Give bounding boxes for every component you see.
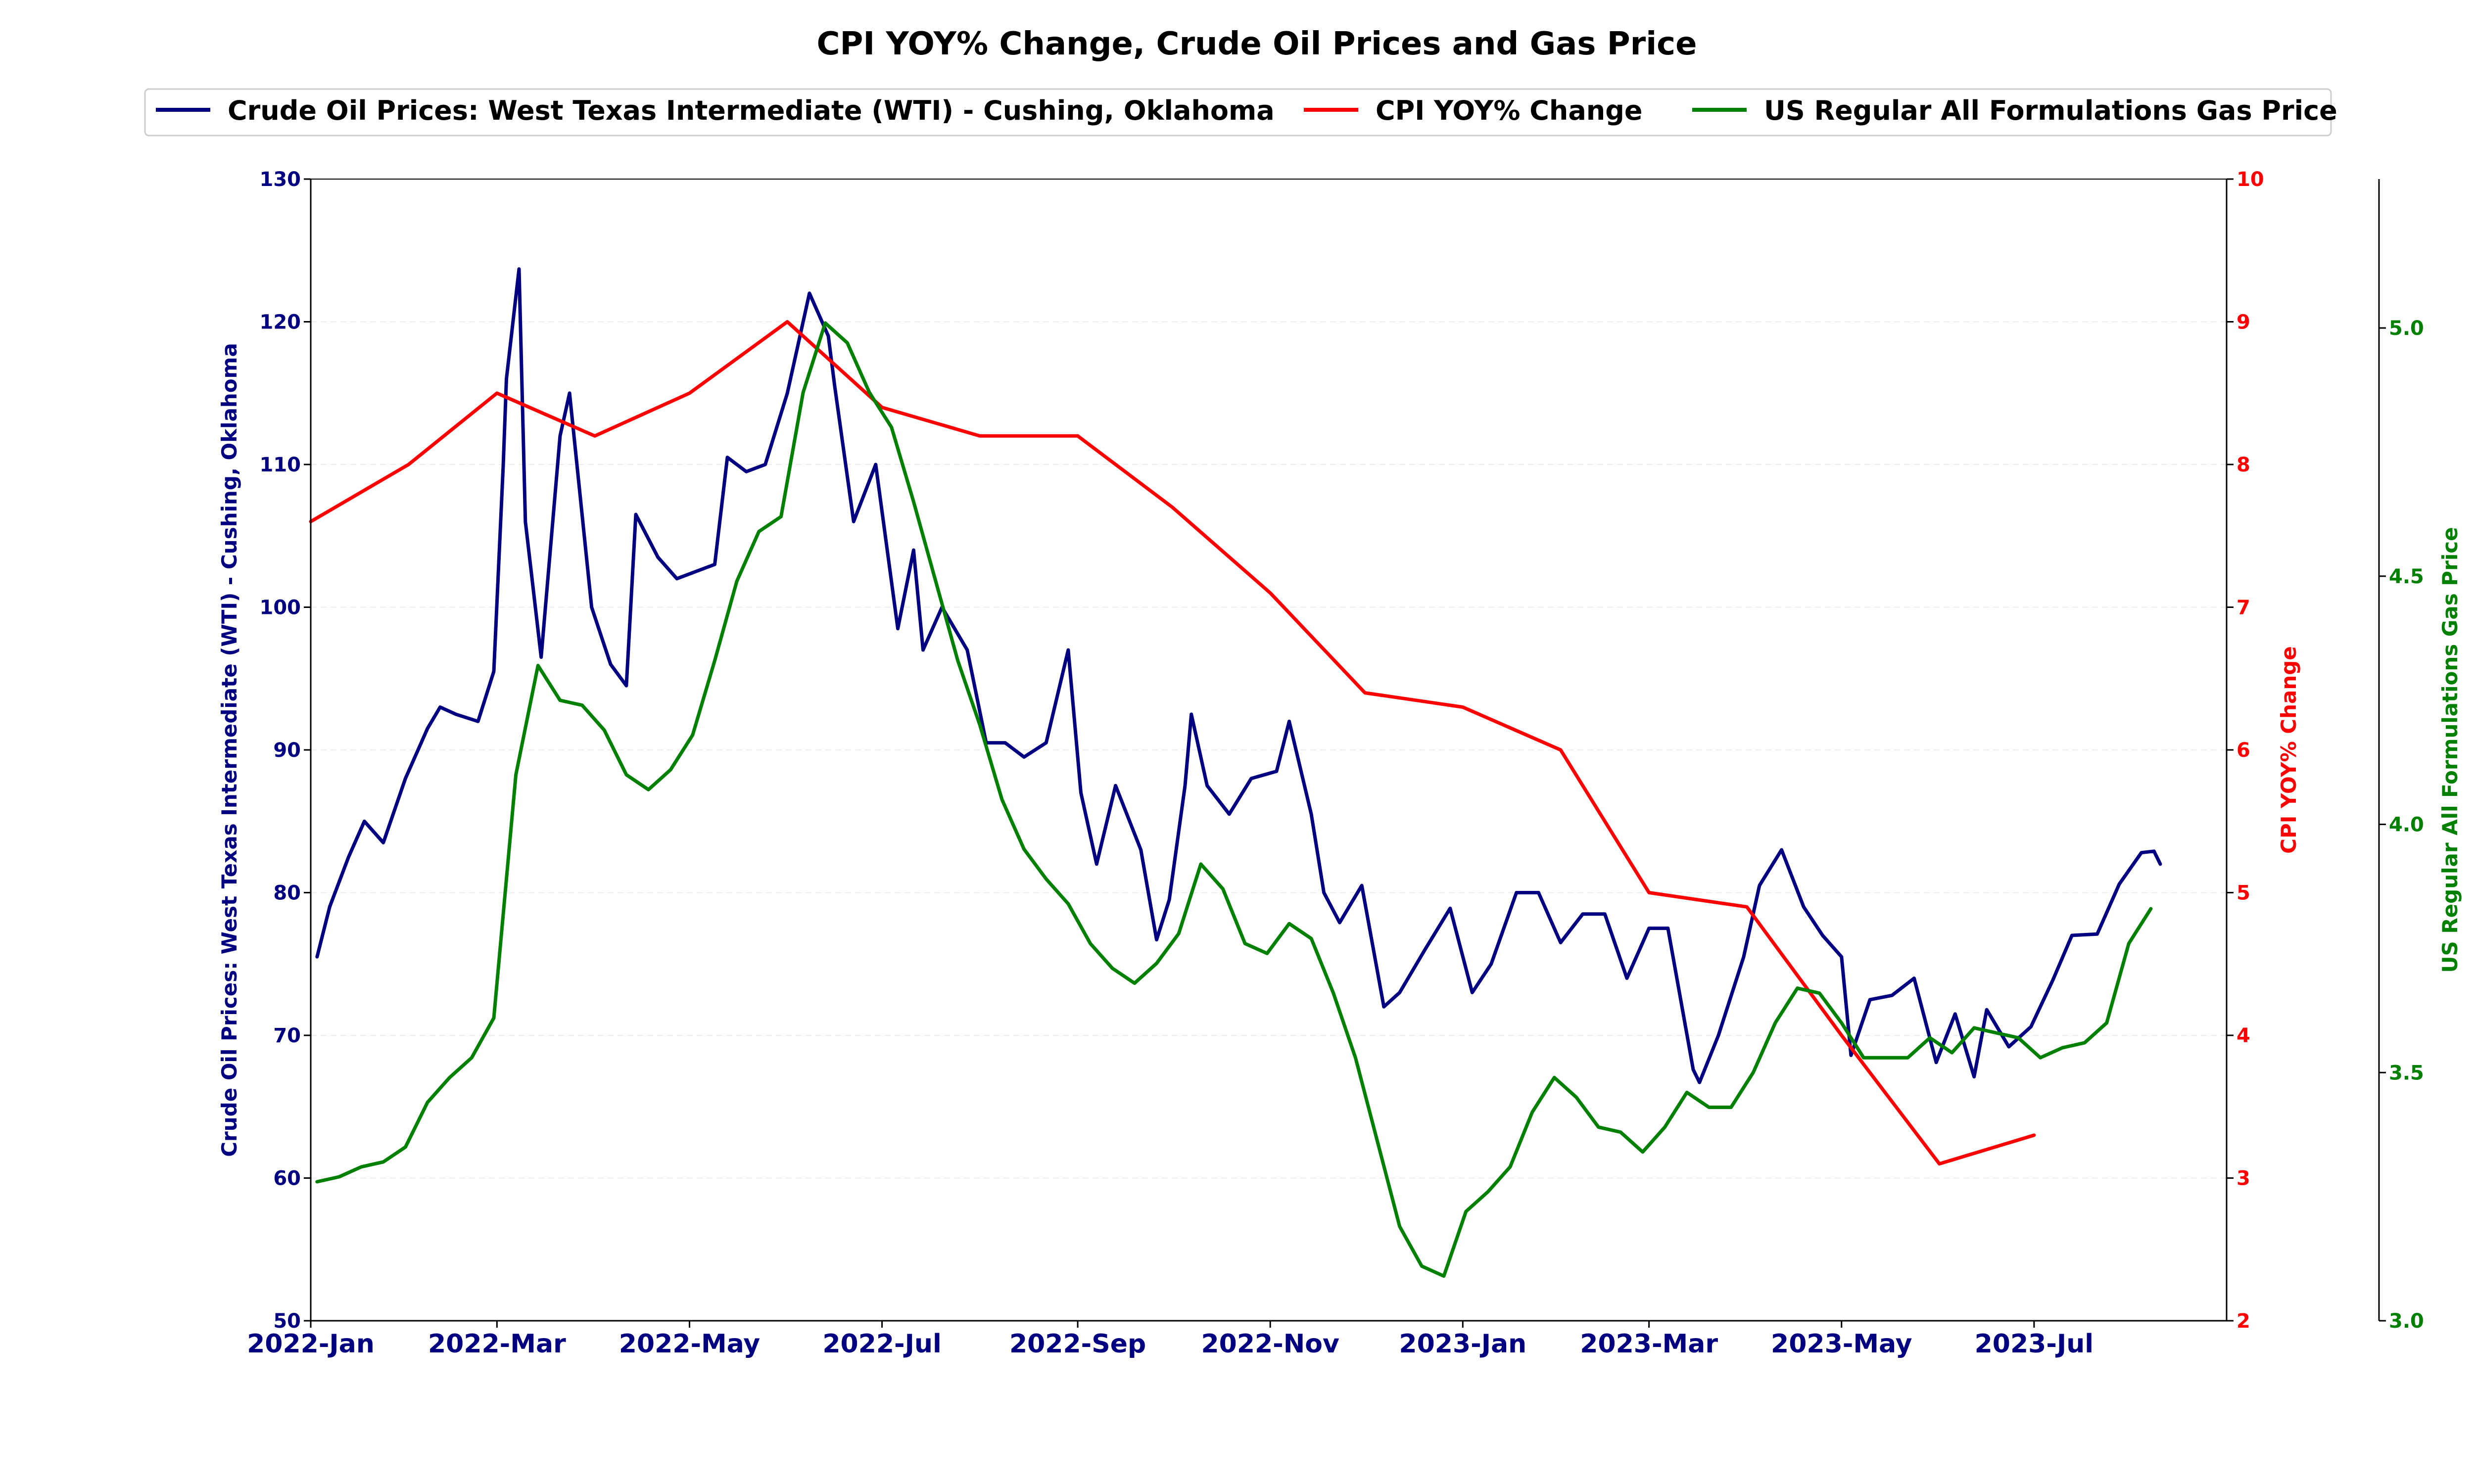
- legend-label-wti: Crude Oil Prices: West Texas Intermediat…: [228, 95, 1275, 126]
- x-tick-label: 2023-Jan: [1399, 1329, 1526, 1359]
- legend-label-cpi: CPI YOY% Change: [1376, 95, 1643, 126]
- cpi-tick-label: 8: [2236, 454, 2250, 476]
- wti-tick-label: 100: [260, 597, 301, 619]
- gas-tick-label: 3.5: [2389, 1062, 2424, 1084]
- cpi-tick-label: 4: [2236, 1024, 2250, 1047]
- cpi-tick-label: 10: [2236, 168, 2264, 191]
- cpi-axis-label: CPI YOY% Change: [2277, 646, 2301, 854]
- gas-line: [315, 321, 2153, 1278]
- x-axis-ticks: 2022-Jan 2022-Mar 2022-May 2022-Jul 2022-Sep…: [247, 1321, 2093, 1359]
- x-tick-label: 2022-Mar: [428, 1329, 566, 1359]
- cpi-tick-label: 6: [2236, 739, 2250, 762]
- gas-tick-label: 3.0: [2389, 1310, 2424, 1333]
- gas-tick-label: 4.0: [2389, 814, 2424, 836]
- x-tick-label: 2022-Jul: [822, 1329, 942, 1359]
- x-tick-label: 2023-Mar: [1580, 1329, 1718, 1359]
- wti-tick-label: 70: [273, 1024, 301, 1047]
- cpi-axis-ticks: 2 3 4 5 6 7 8 9 10: [2227, 168, 2264, 1333]
- gas-tick-label: 5.0: [2389, 317, 2424, 340]
- cpi-tick-label: 9: [2236, 311, 2250, 334]
- cpi-line: [309, 320, 2036, 1166]
- cpi-tick-label: 7: [2236, 597, 2250, 619]
- wti-tick-label: 110: [260, 454, 301, 476]
- wti-axis-ticks: 50 60 70 80 90 100 110 120 130: [260, 168, 311, 1333]
- x-tick-label: 2022-Jan: [247, 1329, 375, 1359]
- x-tick-label: 2022-Nov: [1201, 1329, 1339, 1359]
- gas-axis-ticks: 3.0 3.5 4.0 4.5 5.0: [2379, 317, 2424, 1333]
- gas-tick-label: 4.5: [2389, 565, 2424, 588]
- wti-line: [315, 267, 2162, 1084]
- wti-tick-label: 50: [273, 1310, 301, 1333]
- x-tick-label: 2022-Sep: [1009, 1329, 1146, 1359]
- cpi-tick-label: 2: [2236, 1310, 2250, 1333]
- wti-axis-label: Crude Oil Prices: West Texas Intermediat…: [217, 343, 241, 1157]
- wti-tick-label: 80: [273, 882, 301, 905]
- gas-axis-label: US Regular All Formulations Gas Price: [2438, 527, 2462, 973]
- legend-frame: [144, 88, 2332, 137]
- x-tick-label: 2022-May: [619, 1329, 760, 1359]
- series-layer: [309, 267, 2162, 1278]
- legend-label-gas: US Regular All Formulations Gas Price: [1764, 95, 2337, 126]
- x-tick-label: 2023-May: [1771, 1329, 1912, 1359]
- legend: Crude Oil Prices: West Texas Intermediat…: [144, 88, 2337, 137]
- cpi-tick-label: 3: [2236, 1167, 2250, 1190]
- wti-tick-label: 130: [260, 168, 301, 191]
- wti-tick-label: 120: [260, 311, 301, 334]
- wti-tick-label: 60: [273, 1167, 301, 1190]
- x-tick-label: 2023-Jul: [1975, 1329, 2094, 1359]
- cpi-tick-label: 5: [2236, 882, 2250, 905]
- wti-tick-label: 90: [273, 739, 301, 762]
- chart-title: CPI YOY% Change, Crude Oil Prices and Ga…: [817, 26, 1697, 62]
